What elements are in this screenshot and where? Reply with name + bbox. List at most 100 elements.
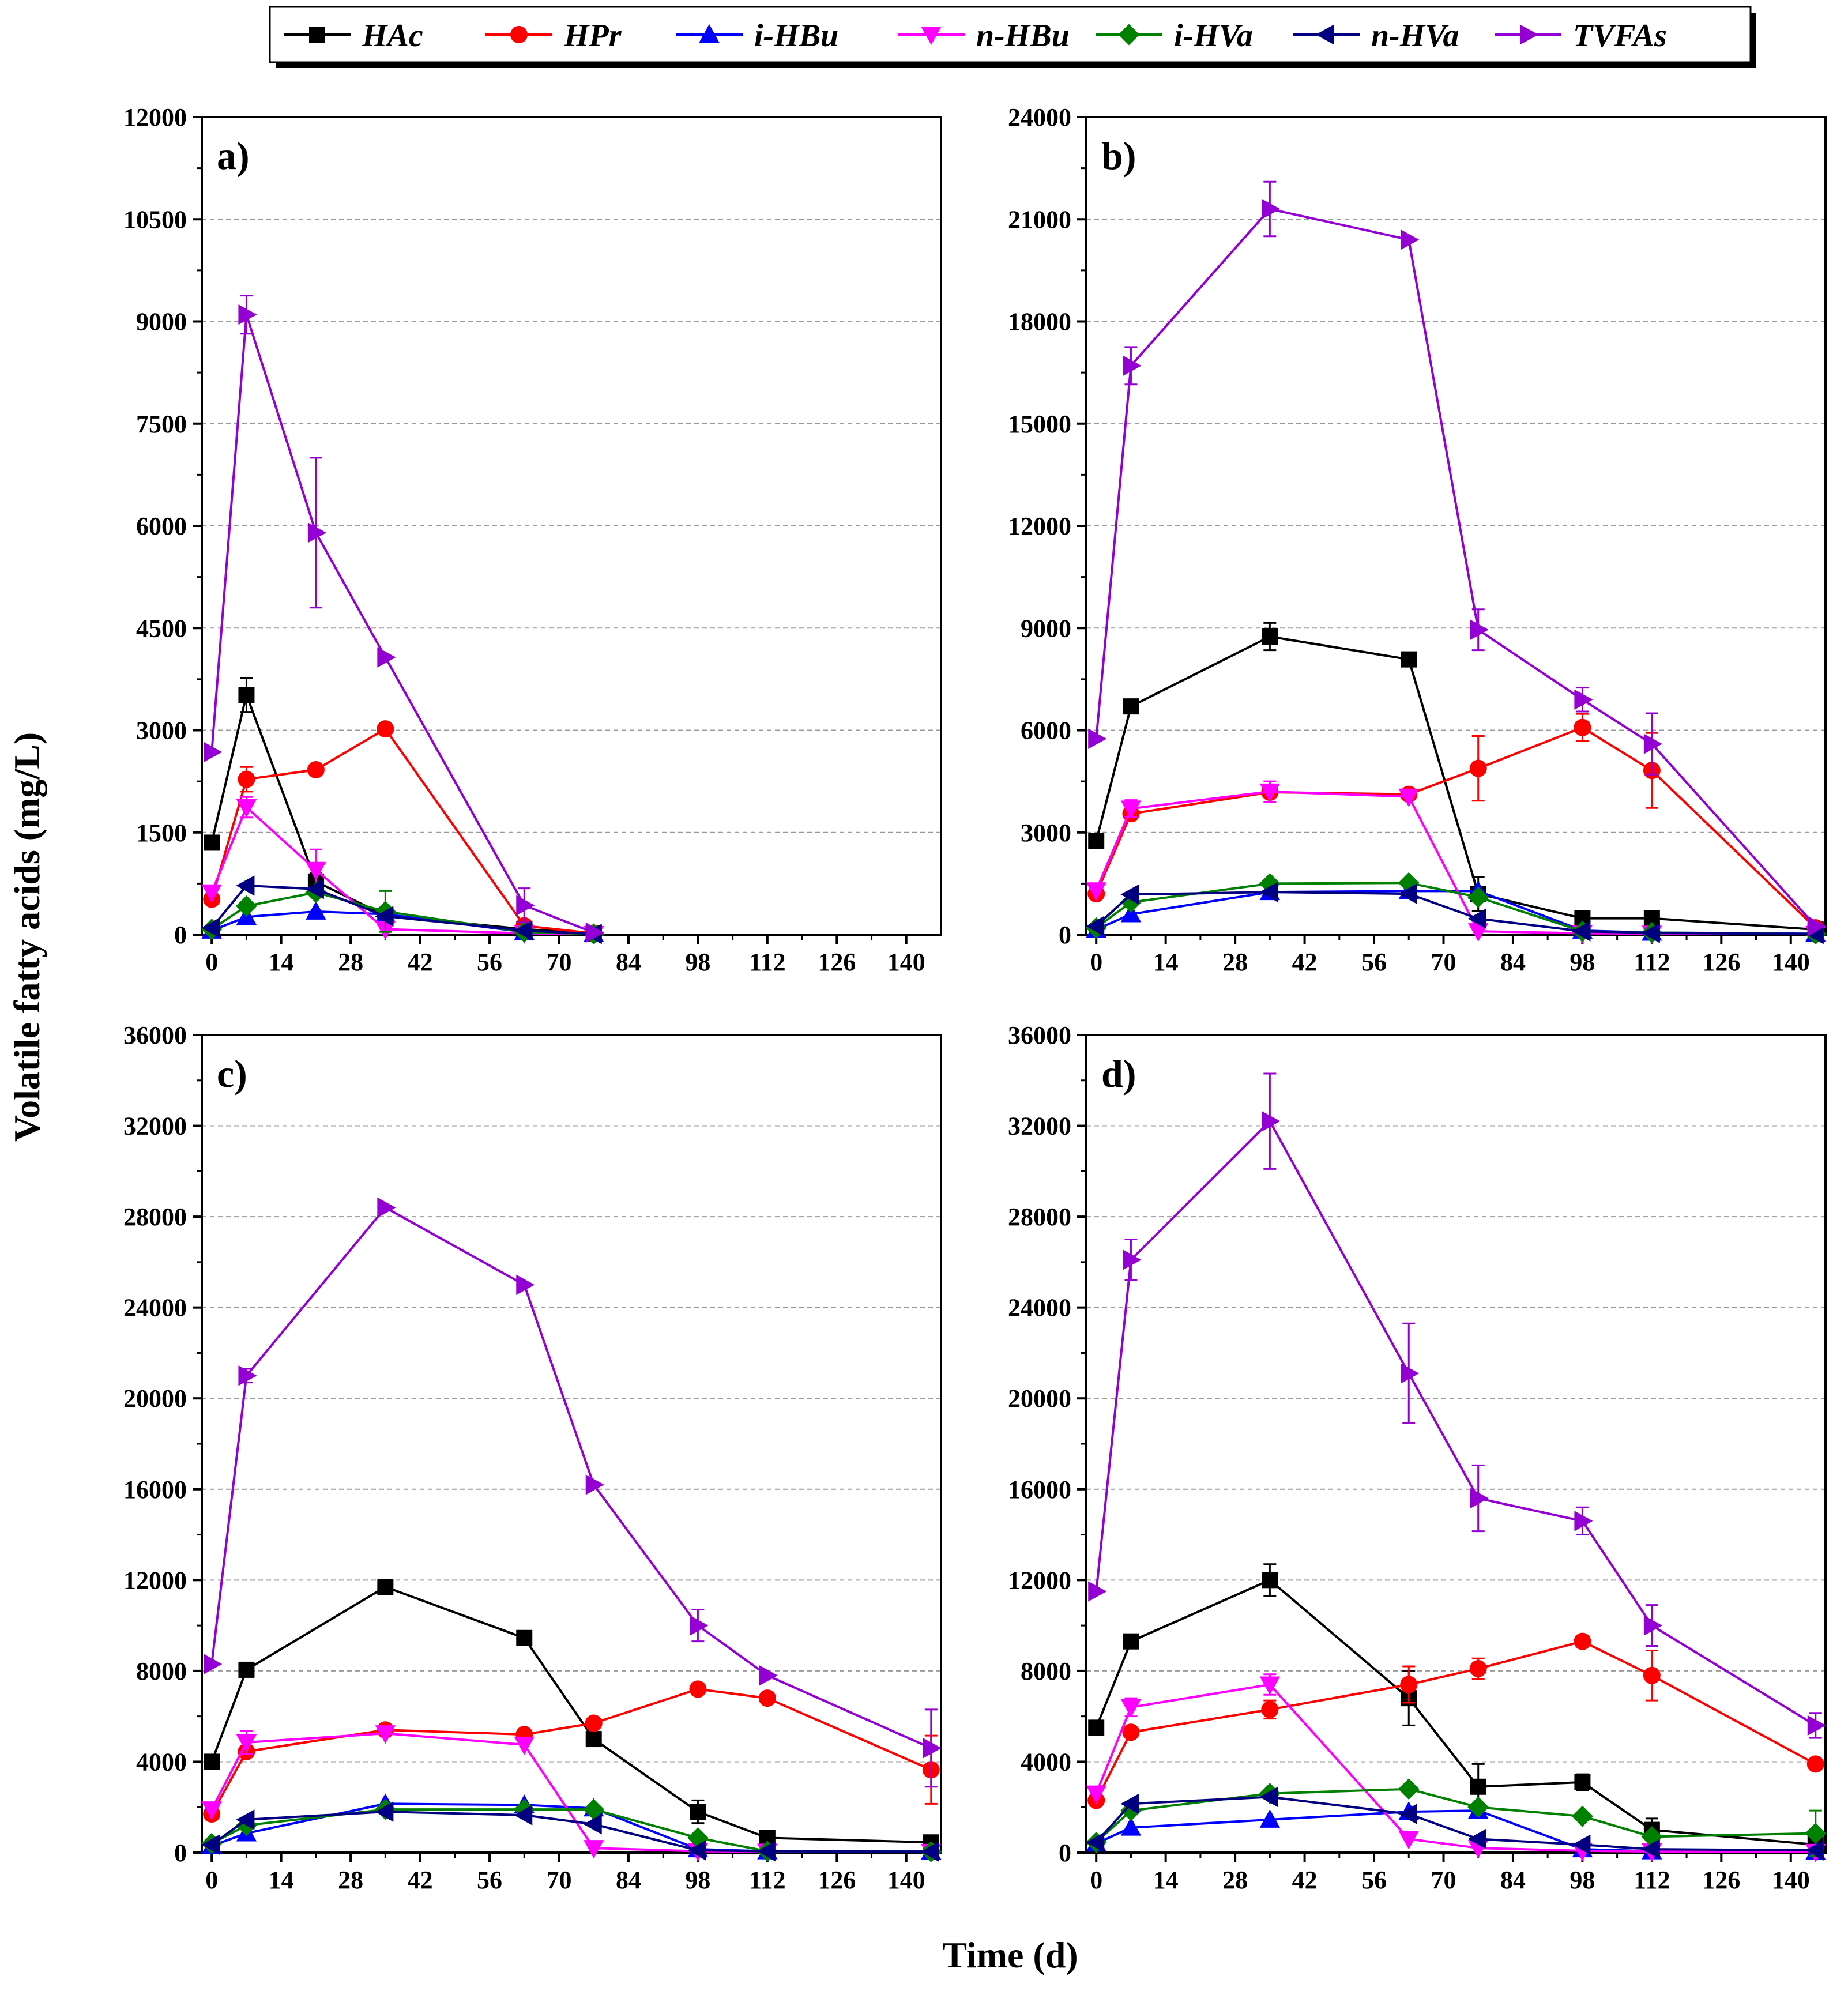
data-point-hac xyxy=(1401,651,1417,668)
x-tick-label: 140 xyxy=(1772,1866,1810,1894)
data-point-tvfas xyxy=(1262,1111,1281,1132)
data-point-n-hva xyxy=(375,906,394,927)
data-point-n-hva xyxy=(236,1809,255,1830)
x-tick-label: 140 xyxy=(887,1866,925,1894)
data-point-n-hva xyxy=(920,1841,939,1862)
data-point-tvfas xyxy=(516,1274,535,1295)
data-point-n-hbu xyxy=(514,1736,535,1755)
data-point-n-hva xyxy=(514,1805,533,1826)
data-point-i-hva xyxy=(1467,886,1489,908)
series-line-hpr xyxy=(1095,1640,1816,1801)
y-tick-label: 0 xyxy=(1059,921,1071,949)
data-point-n-hbu xyxy=(236,799,257,818)
data-point-tvfas xyxy=(1574,1511,1593,1531)
data-point-i-hva xyxy=(1467,1796,1489,1818)
data-point-n-hbu xyxy=(201,1801,222,1820)
data-point-tvfas xyxy=(1123,355,1142,377)
data-point-n-hva xyxy=(1120,884,1139,905)
series-n-hva xyxy=(201,1801,939,1862)
y-tick-label: 10500 xyxy=(123,205,187,234)
data-point-n-hva xyxy=(1086,1832,1105,1853)
data-point-n-hva xyxy=(375,1801,394,1822)
panel-label: b) xyxy=(1101,134,1136,178)
data-point-hpr xyxy=(1574,1632,1591,1650)
data-point-tvfas xyxy=(377,647,396,668)
data-point-hac xyxy=(204,1753,220,1770)
data-point-hac xyxy=(1470,1778,1486,1795)
y-tick-label: 6000 xyxy=(1021,717,1071,745)
y-tick-label: 3000 xyxy=(1021,819,1071,847)
x-tick-label: 42 xyxy=(1292,1866,1318,1894)
data-point-n-hva xyxy=(1398,1804,1417,1824)
y-tick-label: 28000 xyxy=(123,1203,187,1231)
x-tick-label: 42 xyxy=(408,1866,433,1894)
data-point-tvfas xyxy=(1123,1249,1142,1270)
x-tick-label: 28 xyxy=(1222,1866,1248,1894)
data-point-i-hva xyxy=(1398,1778,1420,1800)
data-point-hpr xyxy=(238,770,255,788)
series-line-n-hbu xyxy=(1095,790,1816,935)
x-tick-label: 70 xyxy=(546,1866,571,1894)
y-tick-label: 9000 xyxy=(1021,614,1071,642)
y-tick-label: 24000 xyxy=(1008,103,1071,131)
data-point-tvfas xyxy=(585,1474,604,1495)
data-point-n-hbu xyxy=(1086,882,1106,901)
legend-label-tvfas: TVFAs xyxy=(1573,18,1667,54)
data-point-n-hva xyxy=(201,1834,220,1855)
data-point-n-hva xyxy=(201,917,220,938)
data-point-n-hbu xyxy=(375,1725,396,1744)
data-point-hac xyxy=(516,1629,533,1646)
series-line-n-hva xyxy=(211,1811,931,1853)
data-point-n-hbu xyxy=(1120,800,1142,819)
legend-label-n-hva: n-HVa xyxy=(1371,18,1459,54)
y-tick-label: 32000 xyxy=(123,1112,187,1141)
y-tick-label: 9000 xyxy=(136,308,187,336)
y-tick-label: 24000 xyxy=(123,1294,187,1322)
series-line-i-hbu xyxy=(211,1802,931,1853)
legend-marker-hac xyxy=(309,27,325,43)
data-point-hpr xyxy=(1806,1755,1824,1773)
series-line-n-hva xyxy=(1095,1796,1816,1852)
data-point-n-hbu xyxy=(1398,788,1419,807)
data-point-n-hva xyxy=(1467,908,1486,929)
data-point-n-hbu xyxy=(201,884,222,903)
x-tick-label: 14 xyxy=(269,948,294,976)
legend-marker-hpr xyxy=(510,26,528,43)
y-tick-label: 8000 xyxy=(1021,1657,1071,1685)
data-point-hac xyxy=(585,1731,602,1748)
data-point-tvfas xyxy=(238,1365,257,1386)
chart-panels: 0 1500 3000 4500 6000 7500 9000 10500 12000 0 14 28… xyxy=(123,103,1827,1894)
series-line-n-hbu xyxy=(210,1732,931,1853)
data-point-hpr xyxy=(1469,759,1487,777)
data-point-tvfas xyxy=(1088,728,1107,749)
y-tick-label: 12000 xyxy=(1008,512,1071,540)
data-point-n-hva xyxy=(305,879,324,899)
y-tick-label: 28000 xyxy=(1008,1203,1071,1231)
data-point-i-hva xyxy=(1571,1805,1593,1827)
data-point-hac xyxy=(238,1661,255,1678)
x-tick-label: 28 xyxy=(1222,948,1248,976)
y-tick-label: 0 xyxy=(174,921,187,949)
series-line-i-hva xyxy=(211,1808,931,1853)
x-tick-label: 84 xyxy=(1500,1866,1526,1894)
y-tick-label: 12000 xyxy=(1008,1566,1071,1594)
x-tick-label: 126 xyxy=(818,1866,856,1894)
data-point-hac xyxy=(238,687,255,703)
data-point-hpr xyxy=(1261,1700,1279,1718)
panel-d: 0 4000 8000 12000 16000 20000 24000 28000 32000 3… xyxy=(1008,1021,1827,1894)
data-point-hac xyxy=(1262,628,1278,645)
data-point-hpr xyxy=(1574,718,1591,736)
legend-marker-i-hbu xyxy=(699,24,720,43)
x-tick-label: 14 xyxy=(1153,948,1179,976)
data-point-hpr xyxy=(689,1680,707,1698)
data-point-n-hva xyxy=(236,875,255,896)
x-tick-label: 28 xyxy=(338,948,363,976)
series-line-n-hva xyxy=(210,884,594,935)
series-line-hpr xyxy=(1095,726,1817,929)
data-point-n-hva xyxy=(583,1814,602,1835)
legend-label-i-hbu: i-HBu xyxy=(754,18,838,54)
y-tick-label: 18000 xyxy=(1008,308,1071,336)
y-tick-label: 4500 xyxy=(136,614,187,642)
data-point-hpr xyxy=(585,1714,603,1732)
data-point-tvfas xyxy=(1470,1488,1489,1509)
